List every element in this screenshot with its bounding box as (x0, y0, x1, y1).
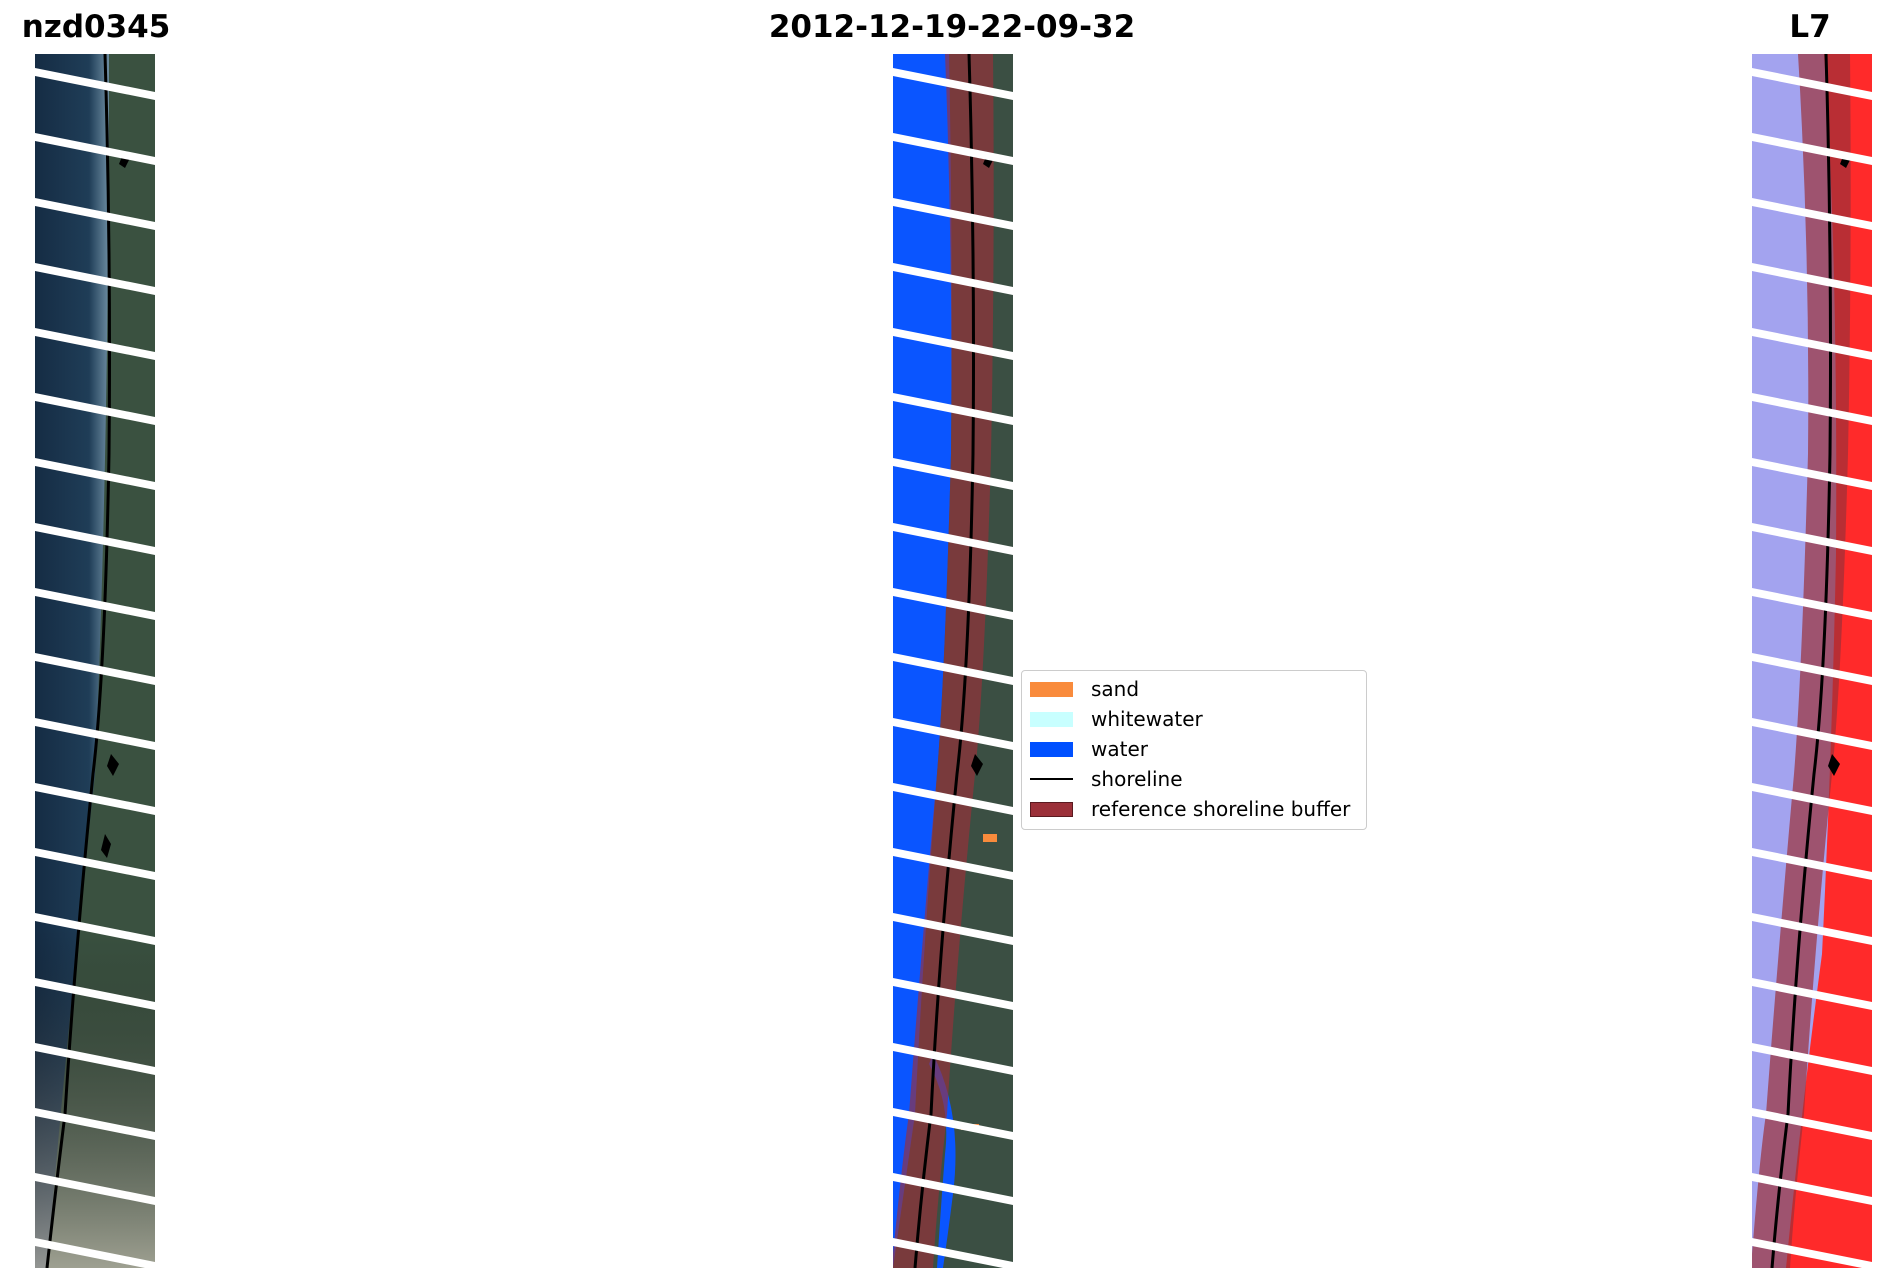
legend-label-whitewater: whitewater (1091, 707, 1203, 731)
legend-item-sand: sand (1030, 677, 1139, 701)
site-title: nzd0345 (21, 9, 171, 45)
scan-gap-stripe (35, 328, 155, 360)
scan-gap-stripe (1752, 1108, 1872, 1140)
scan-gap-stripe (35, 718, 155, 750)
water-swatch (1030, 741, 1073, 757)
satellite-title: L7 (1789, 9, 1831, 45)
shoreline-line-swatch (1030, 778, 1073, 780)
scan-gap-stripe (893, 328, 1013, 360)
scan-gap-stripe (893, 718, 1013, 750)
scan-gap-stripe (1752, 328, 1872, 360)
index-image-panel (1752, 54, 1872, 1268)
scan-gap-stripe (35, 653, 155, 685)
scan-gap-stripe (35, 1238, 155, 1268)
scan-gap-stripe (1752, 588, 1872, 620)
scan-gap-stripe (1752, 783, 1872, 815)
scan-gap-stripe (1752, 718, 1872, 750)
scan-gap-stripe (893, 263, 1013, 295)
legend-item-shoreline: shoreline (1030, 767, 1183, 791)
scan-gap-stripe (1752, 393, 1872, 425)
scan-gap-stripe (1752, 263, 1872, 295)
legend-label-water: water (1091, 737, 1148, 761)
scan-gap-stripe (35, 263, 155, 295)
legend-label-sand: sand (1091, 677, 1140, 701)
scan-gap-stripe (35, 1043, 155, 1075)
legend-label-shoreline: shoreline (1091, 767, 1183, 791)
scan-gap-stripe (893, 393, 1013, 425)
scan-gap-stripe (35, 68, 155, 100)
scan-gap-stripe (35, 523, 155, 555)
classified-image-panel (893, 54, 1013, 1268)
scan-gap-stripe (893, 198, 1013, 230)
scan-gap-stripe (1752, 1043, 1872, 1075)
scan-gap-stripe (893, 523, 1013, 555)
scan-gap-stripe (893, 848, 1013, 880)
scan-gap-stripe (35, 783, 155, 815)
scan-gap-stripe (1752, 1173, 1872, 1205)
scan-gap-stripe (35, 588, 155, 620)
sand-swatch (1030, 681, 1073, 697)
scan-gap-stripe (893, 1238, 1013, 1268)
scan-gap-stripe (893, 68, 1013, 100)
scan-gap-stripe (1752, 653, 1872, 685)
scan-gap-stripe (893, 913, 1013, 945)
scan-gap-stripe (893, 1043, 1013, 1075)
scan-gap-stripe (893, 1173, 1013, 1205)
date-title: 2012-12-19-22-09-32 (768, 9, 1136, 45)
scan-gap-stripe (893, 133, 1013, 165)
scan-gap-stripe (35, 913, 155, 945)
rgb-image-panel (35, 54, 155, 1268)
scan-gap-stripe (1752, 1238, 1872, 1268)
scan-gap-stripe (35, 978, 155, 1010)
scan-gap-stripe (893, 978, 1013, 1010)
scan-gap-stripe (1752, 68, 1872, 100)
legend: sand whitewater water shoreline referenc… (1021, 670, 1367, 830)
scan-gap-stripe (1752, 848, 1872, 880)
scan-gap-stripe (35, 1173, 155, 1205)
scan-gap-stripe (1752, 913, 1872, 945)
legend-item-whitewater: whitewater (1030, 707, 1203, 731)
scan-gap-stripe (893, 783, 1013, 815)
scan-gap-stripe (1752, 133, 1872, 165)
scan-gap-stripe (35, 198, 155, 230)
scan-gap-stripe (1752, 978, 1872, 1010)
scan-gap-stripe (35, 133, 155, 165)
scan-gap-stripe (35, 393, 155, 425)
legend-label-buffer: reference shoreline buffer (1091, 797, 1351, 821)
scan-gap-stripe (35, 1108, 155, 1140)
scan-gap-stripe (893, 588, 1013, 620)
scan-gap-stripe (35, 458, 155, 490)
buffer-swatch (1030, 801, 1073, 817)
legend-item-buffer: reference shoreline buffer (1030, 797, 1350, 821)
scan-gap-stripe (35, 848, 155, 880)
legend-item-water: water (1030, 737, 1148, 761)
scan-gap-stripe (1752, 458, 1872, 490)
scan-gap-stripe (1752, 198, 1872, 230)
scan-gap-stripe (893, 1108, 1013, 1140)
scan-gap-stripe (1752, 523, 1872, 555)
whitewater-swatch (1030, 711, 1073, 727)
scan-gap-stripe (893, 653, 1013, 685)
scan-gap-stripe (893, 458, 1013, 490)
